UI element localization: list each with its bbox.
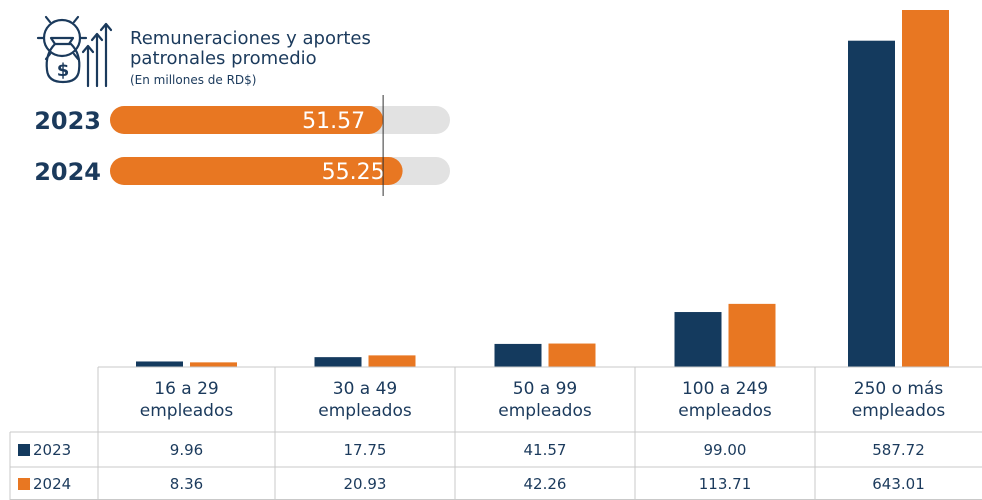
legend-swatch — [18, 443, 30, 456]
icon: $ — [36, 15, 113, 88]
category-text: 50 a 99 empleados — [498, 378, 592, 421]
gauge-subtitle: (En millones de RD$) — [130, 73, 257, 87]
table-value: 643.01 — [872, 474, 925, 493]
category-text: 100 a 249 empleados — [678, 378, 772, 421]
bar — [848, 40, 895, 367]
category-label: 16 a 29 empleados — [98, 367, 275, 432]
bar — [368, 355, 416, 367]
bar — [314, 357, 362, 367]
table-value: 99.00 — [703, 440, 747, 459]
category-label: 30 a 49 empleados — [275, 367, 455, 432]
progress-label: 2023 — [34, 107, 101, 135]
table-value: 20.93 — [343, 474, 387, 493]
legend-entry: 2023 — [10, 432, 98, 467]
gauge-title: Remuneraciones y aportes patronales prom… — [130, 28, 371, 69]
progress-bar — [110, 157, 403, 185]
bar — [494, 343, 542, 367]
table-value: 42.26 — [523, 474, 567, 493]
table-value: 587.72 — [872, 440, 925, 459]
legend-swatch — [18, 477, 30, 490]
legend-entry: 2024 — [10, 467, 98, 500]
category-label: 100 a 249 empleados — [635, 367, 815, 432]
table-value: 41.57 — [523, 440, 567, 459]
bar — [902, 10, 949, 367]
category-label: 250 o más empleados — [815, 367, 982, 432]
progress-value: 55.25 — [322, 160, 385, 185]
category-text: 250 o más empleados — [851, 378, 946, 421]
category-text: 16 a 29 empleados — [139, 378, 234, 421]
bar — [190, 362, 237, 367]
progress-bar — [110, 106, 384, 134]
table-value: 113.71 — [698, 474, 752, 493]
table-value: 9.96 — [169, 440, 204, 459]
bar — [728, 303, 776, 367]
table-value: 8.36 — [169, 474, 204, 493]
progress-value: 51.57 — [302, 109, 365, 134]
bar — [136, 361, 183, 367]
svg-text:$: $ — [57, 60, 70, 81]
bar — [674, 312, 722, 367]
table-value: 17.75 — [343, 440, 387, 459]
category-label: 50 a 99 empleados — [455, 367, 635, 432]
progress-label: 2024 — [34, 158, 101, 186]
legend-label: 2023 — [33, 440, 72, 459]
legend-label: 2024 — [33, 474, 72, 493]
bar — [548, 343, 596, 367]
category-text: 30 a 49 empleados — [318, 378, 412, 421]
